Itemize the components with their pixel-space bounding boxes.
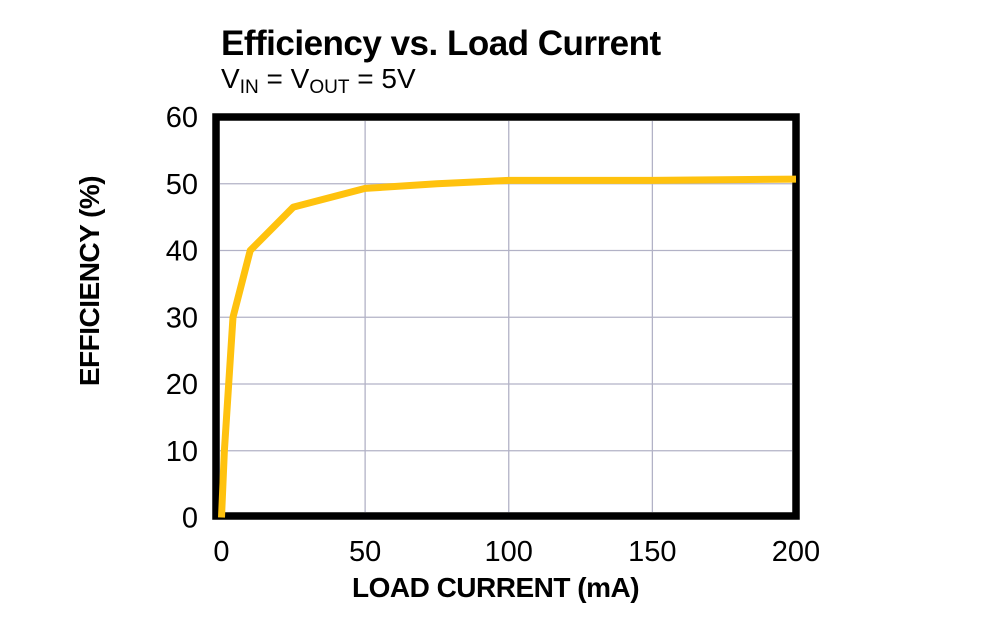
chart-title: Efficiency vs. Load Current bbox=[221, 24, 661, 63]
subtitle-v2-subscript: OUT bbox=[309, 77, 350, 99]
y-tick-label: 40 bbox=[166, 236, 198, 268]
plot-border bbox=[212, 113, 800, 520]
efficiency-curve bbox=[218, 175, 797, 518]
x-tick-label: 0 bbox=[213, 536, 229, 568]
y-tick-label: 50 bbox=[166, 169, 198, 201]
subtitle-v2: V bbox=[290, 63, 310, 94]
subtitle-v1: V bbox=[221, 63, 240, 94]
chart-subtitle: VIN = VOUT = 5V bbox=[221, 63, 416, 99]
x-tick-label: 200 bbox=[772, 536, 820, 568]
y-tick-label: 0 bbox=[182, 503, 198, 535]
y-tick-label: 30 bbox=[166, 302, 198, 334]
subtitle-eq2: = 5V bbox=[349, 63, 416, 94]
y-tick-label: 10 bbox=[166, 436, 198, 468]
x-tick-label: 150 bbox=[628, 536, 676, 568]
y-tick-label: 20 bbox=[166, 369, 198, 401]
y-tick-label: 60 bbox=[166, 102, 198, 134]
x-axis-label: LOAD CURRENT (mA) bbox=[351, 572, 640, 603]
subtitle-eq1: = bbox=[258, 63, 291, 94]
x-tick-label: 100 bbox=[485, 536, 533, 568]
x-tick-label: 50 bbox=[349, 536, 381, 568]
subtitle-v1-subscript: IN bbox=[239, 77, 259, 99]
